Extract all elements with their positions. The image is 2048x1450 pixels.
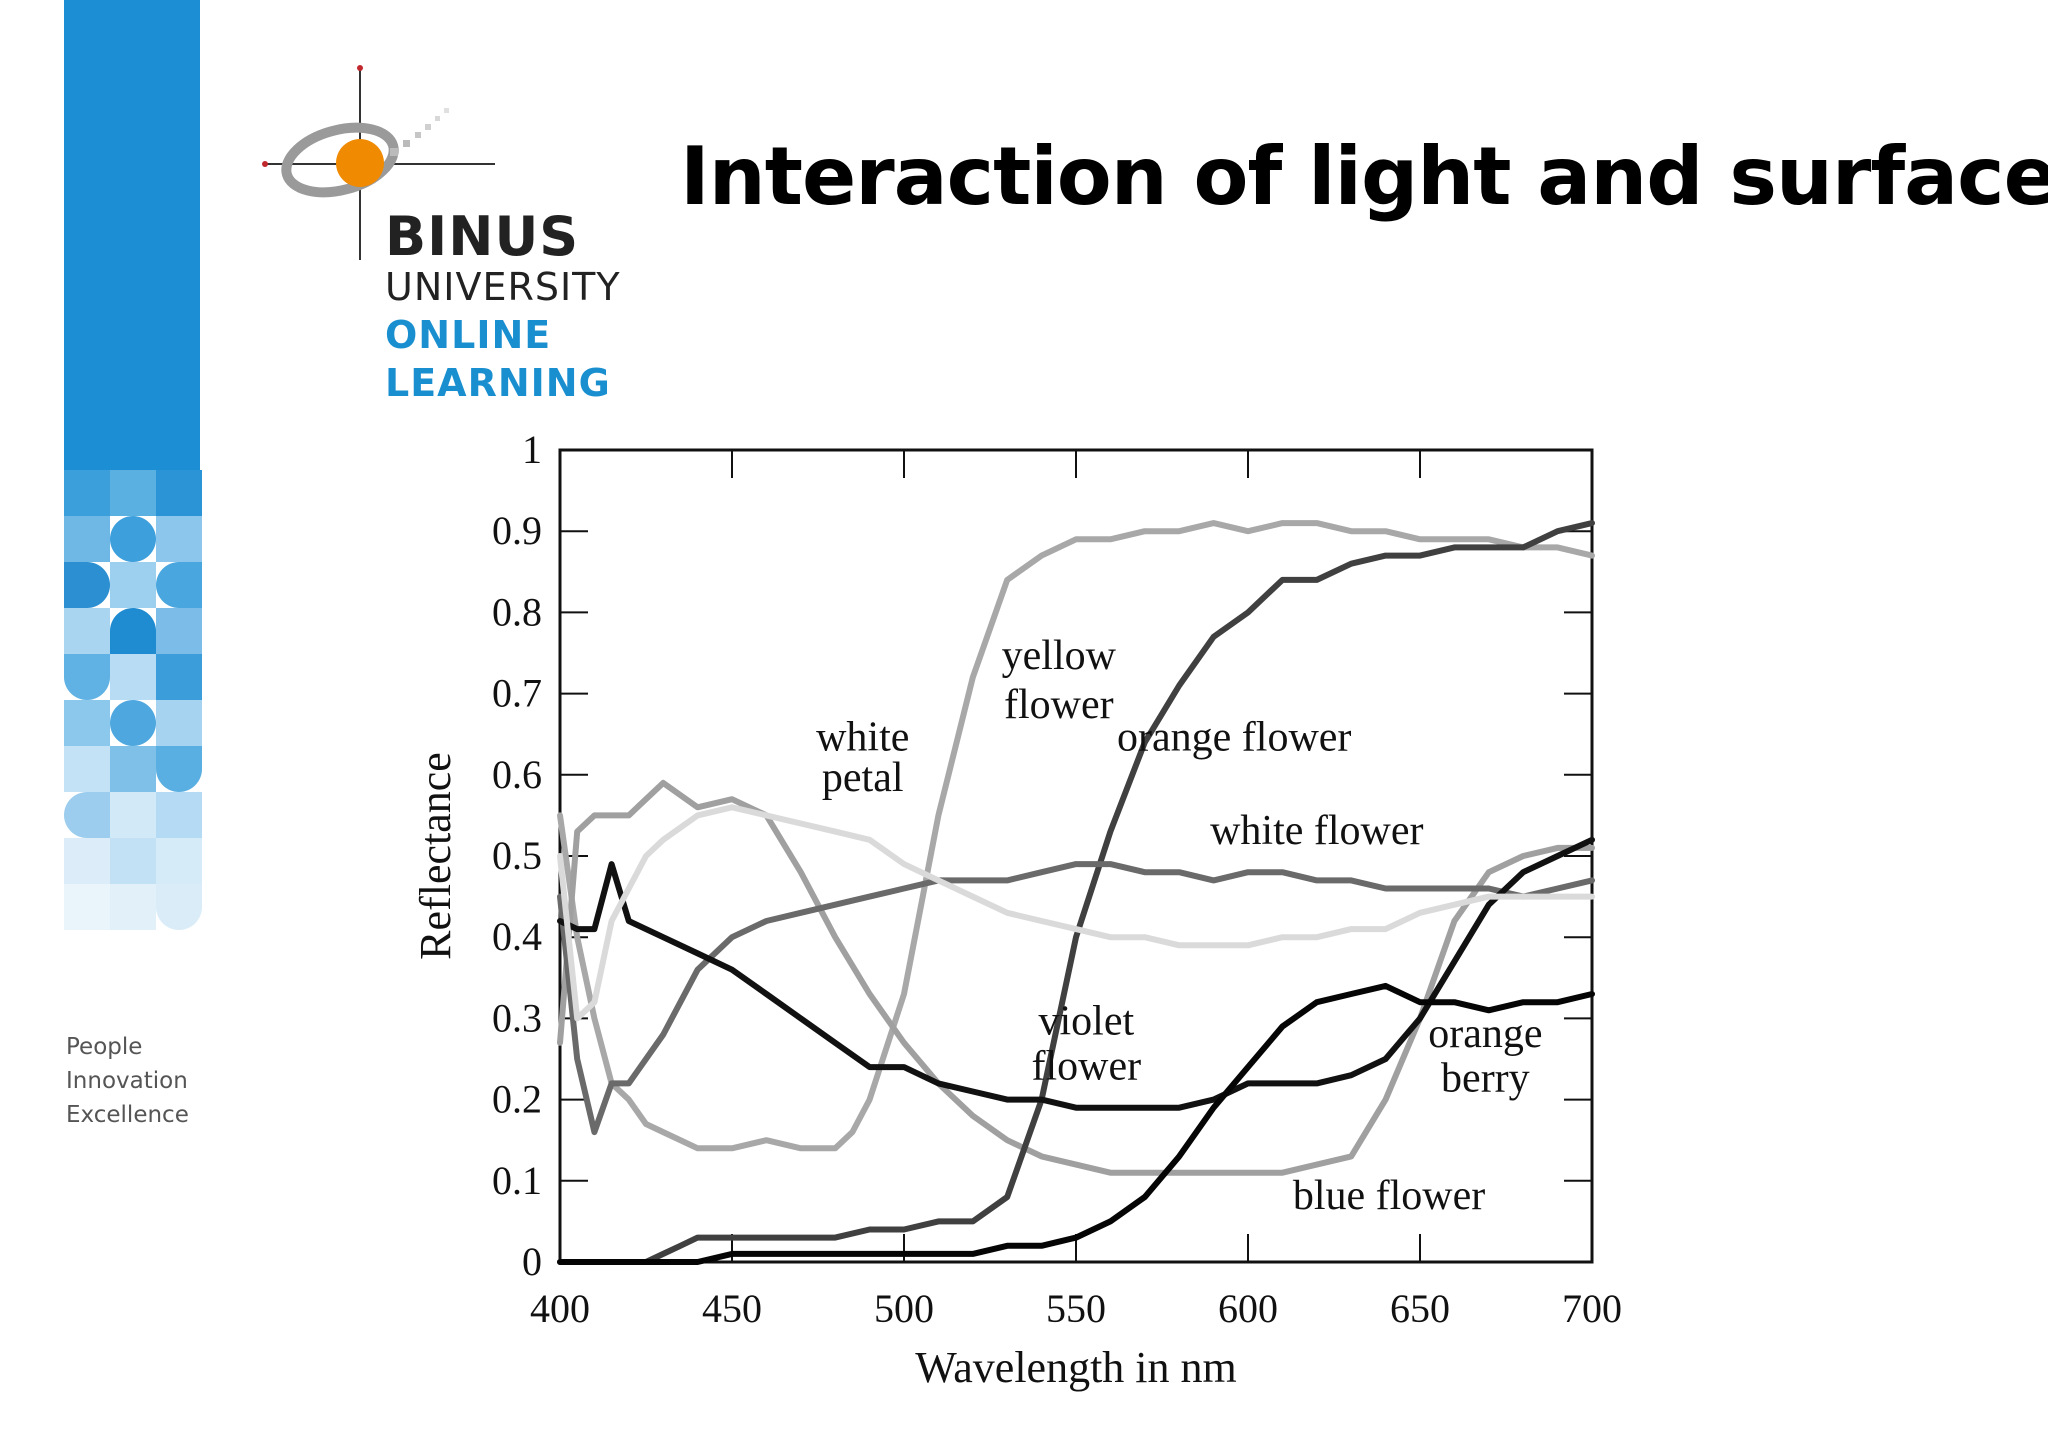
logo-line-2: UNIVERSITY: [385, 265, 621, 309]
reflectance-chart: 0 0.1 0.2 0.3 0.4 0.5 0.6 0.7 0.8 0.9 1 400 450 500 55…: [411, 427, 1622, 1392]
series-line-orange-berry: [557, 982, 1595, 1265]
x-tick-label: 700: [1562, 1286, 1622, 1331]
sidebar-tile: [64, 838, 110, 884]
logo-line-1: BINUS: [385, 205, 580, 268]
sidebar-tile: [110, 700, 156, 746]
series-annotation: berry: [1441, 1055, 1530, 1101]
sidebar-tile: [110, 792, 156, 838]
y-tick-label: 0.1: [492, 1158, 542, 1203]
sidebar-tile: [64, 654, 110, 700]
sidebar-tile: [110, 838, 156, 884]
sidebar-tile: [156, 792, 202, 838]
series-annotation: petal: [822, 755, 904, 801]
y-axis-label: Reflectance: [411, 752, 460, 960]
sidebar-solid-band: [64, 0, 200, 470]
sidebar-tile: [64, 562, 110, 608]
y-tick-label: 0: [522, 1239, 542, 1284]
y-tick-label: 1: [522, 427, 542, 472]
sidebar-tile: [64, 470, 110, 516]
x-tick-label: 550: [1046, 1286, 1106, 1331]
series-annotation: orange flower: [1117, 714, 1351, 760]
plot-frame: [558, 448, 1594, 1264]
series-line-yellow-flower: [557, 520, 1595, 1152]
series-annotation: violet: [1038, 999, 1134, 1045]
tagline-line: Innovation: [66, 1068, 188, 1094]
sidebar-tile: [156, 838, 202, 884]
sidebar-tile: [156, 562, 202, 608]
tagline: People Innovation Excellence: [66, 1030, 189, 1132]
sidebar-tile: [64, 516, 110, 562]
y-tick-label: 0.4: [492, 914, 542, 959]
y-tick-label: 0.2: [492, 1077, 542, 1122]
sidebar-tile: [156, 700, 202, 746]
series-annotation: flower: [1032, 1043, 1142, 1089]
series-annotation: flower: [1004, 682, 1114, 728]
x-tick-label: 400: [530, 1286, 590, 1331]
series-line-violet-flower: [557, 836, 1595, 1111]
series-annotation: blue flower: [1293, 1173, 1485, 1219]
sidebar-tile: [156, 746, 202, 792]
sidebar-tile: [64, 792, 110, 838]
sidebar-tile: [110, 516, 156, 562]
y-tick-label: 0.8: [492, 589, 542, 634]
sidebar-tile: [110, 884, 156, 930]
series-line-blue-flower: [557, 804, 1595, 1022]
series-annotation: yellow: [1002, 633, 1117, 679]
sidebar-tile: [156, 608, 202, 654]
sidebar-tile: [110, 562, 156, 608]
logo-mark-icon: [262, 65, 495, 260]
logo-line-3: ONLINE: [385, 313, 552, 357]
series-annotation: orange: [1428, 1011, 1542, 1057]
sidebar-tile: [110, 470, 156, 516]
y-tick-label: 0.5: [492, 833, 542, 878]
sidebar-tile: [110, 746, 156, 792]
series-annotation: white flower: [1210, 808, 1423, 854]
sidebar-tile: [156, 654, 202, 700]
tagline-line: People: [66, 1034, 143, 1060]
sidebar-tile: [156, 884, 202, 930]
logo-line-4: LEARNING: [385, 361, 611, 405]
series-line-white-petal: [557, 779, 1595, 1176]
x-tick-label: 600: [1218, 1286, 1278, 1331]
sidebar-tile: [156, 470, 202, 516]
y-tick-label: 0.3: [492, 995, 542, 1040]
sidebar-tile: [110, 654, 156, 700]
sidebar-tile: [64, 884, 110, 930]
series-line-white-flower: [557, 861, 1595, 1136]
y-tick-label: 0.9: [492, 508, 542, 553]
series-annotation: white: [816, 714, 909, 760]
x-axis-label: Wavelength in nm: [915, 1343, 1237, 1392]
sidebar-tile: [64, 700, 110, 746]
sidebar-tile: [156, 516, 202, 562]
sidebar-tile: [64, 608, 110, 654]
y-tick-label: 0.7: [492, 671, 542, 716]
sidebar-decoration: [64, 0, 202, 980]
sidebar-tile: [64, 746, 110, 792]
tagline-line: Excellence: [66, 1102, 189, 1128]
x-tick-label: 650: [1390, 1286, 1450, 1331]
x-tick-label: 450: [702, 1286, 762, 1331]
binus-logo: BINUS UNIVERSITY ONLINE LEARNING: [255, 60, 655, 420]
slide-title: Interaction of light and surfaces: [680, 130, 2048, 223]
y-tick-label: 0.6: [492, 752, 542, 797]
x-tick-label: 500: [874, 1286, 934, 1331]
sidebar-tile: [110, 608, 156, 654]
